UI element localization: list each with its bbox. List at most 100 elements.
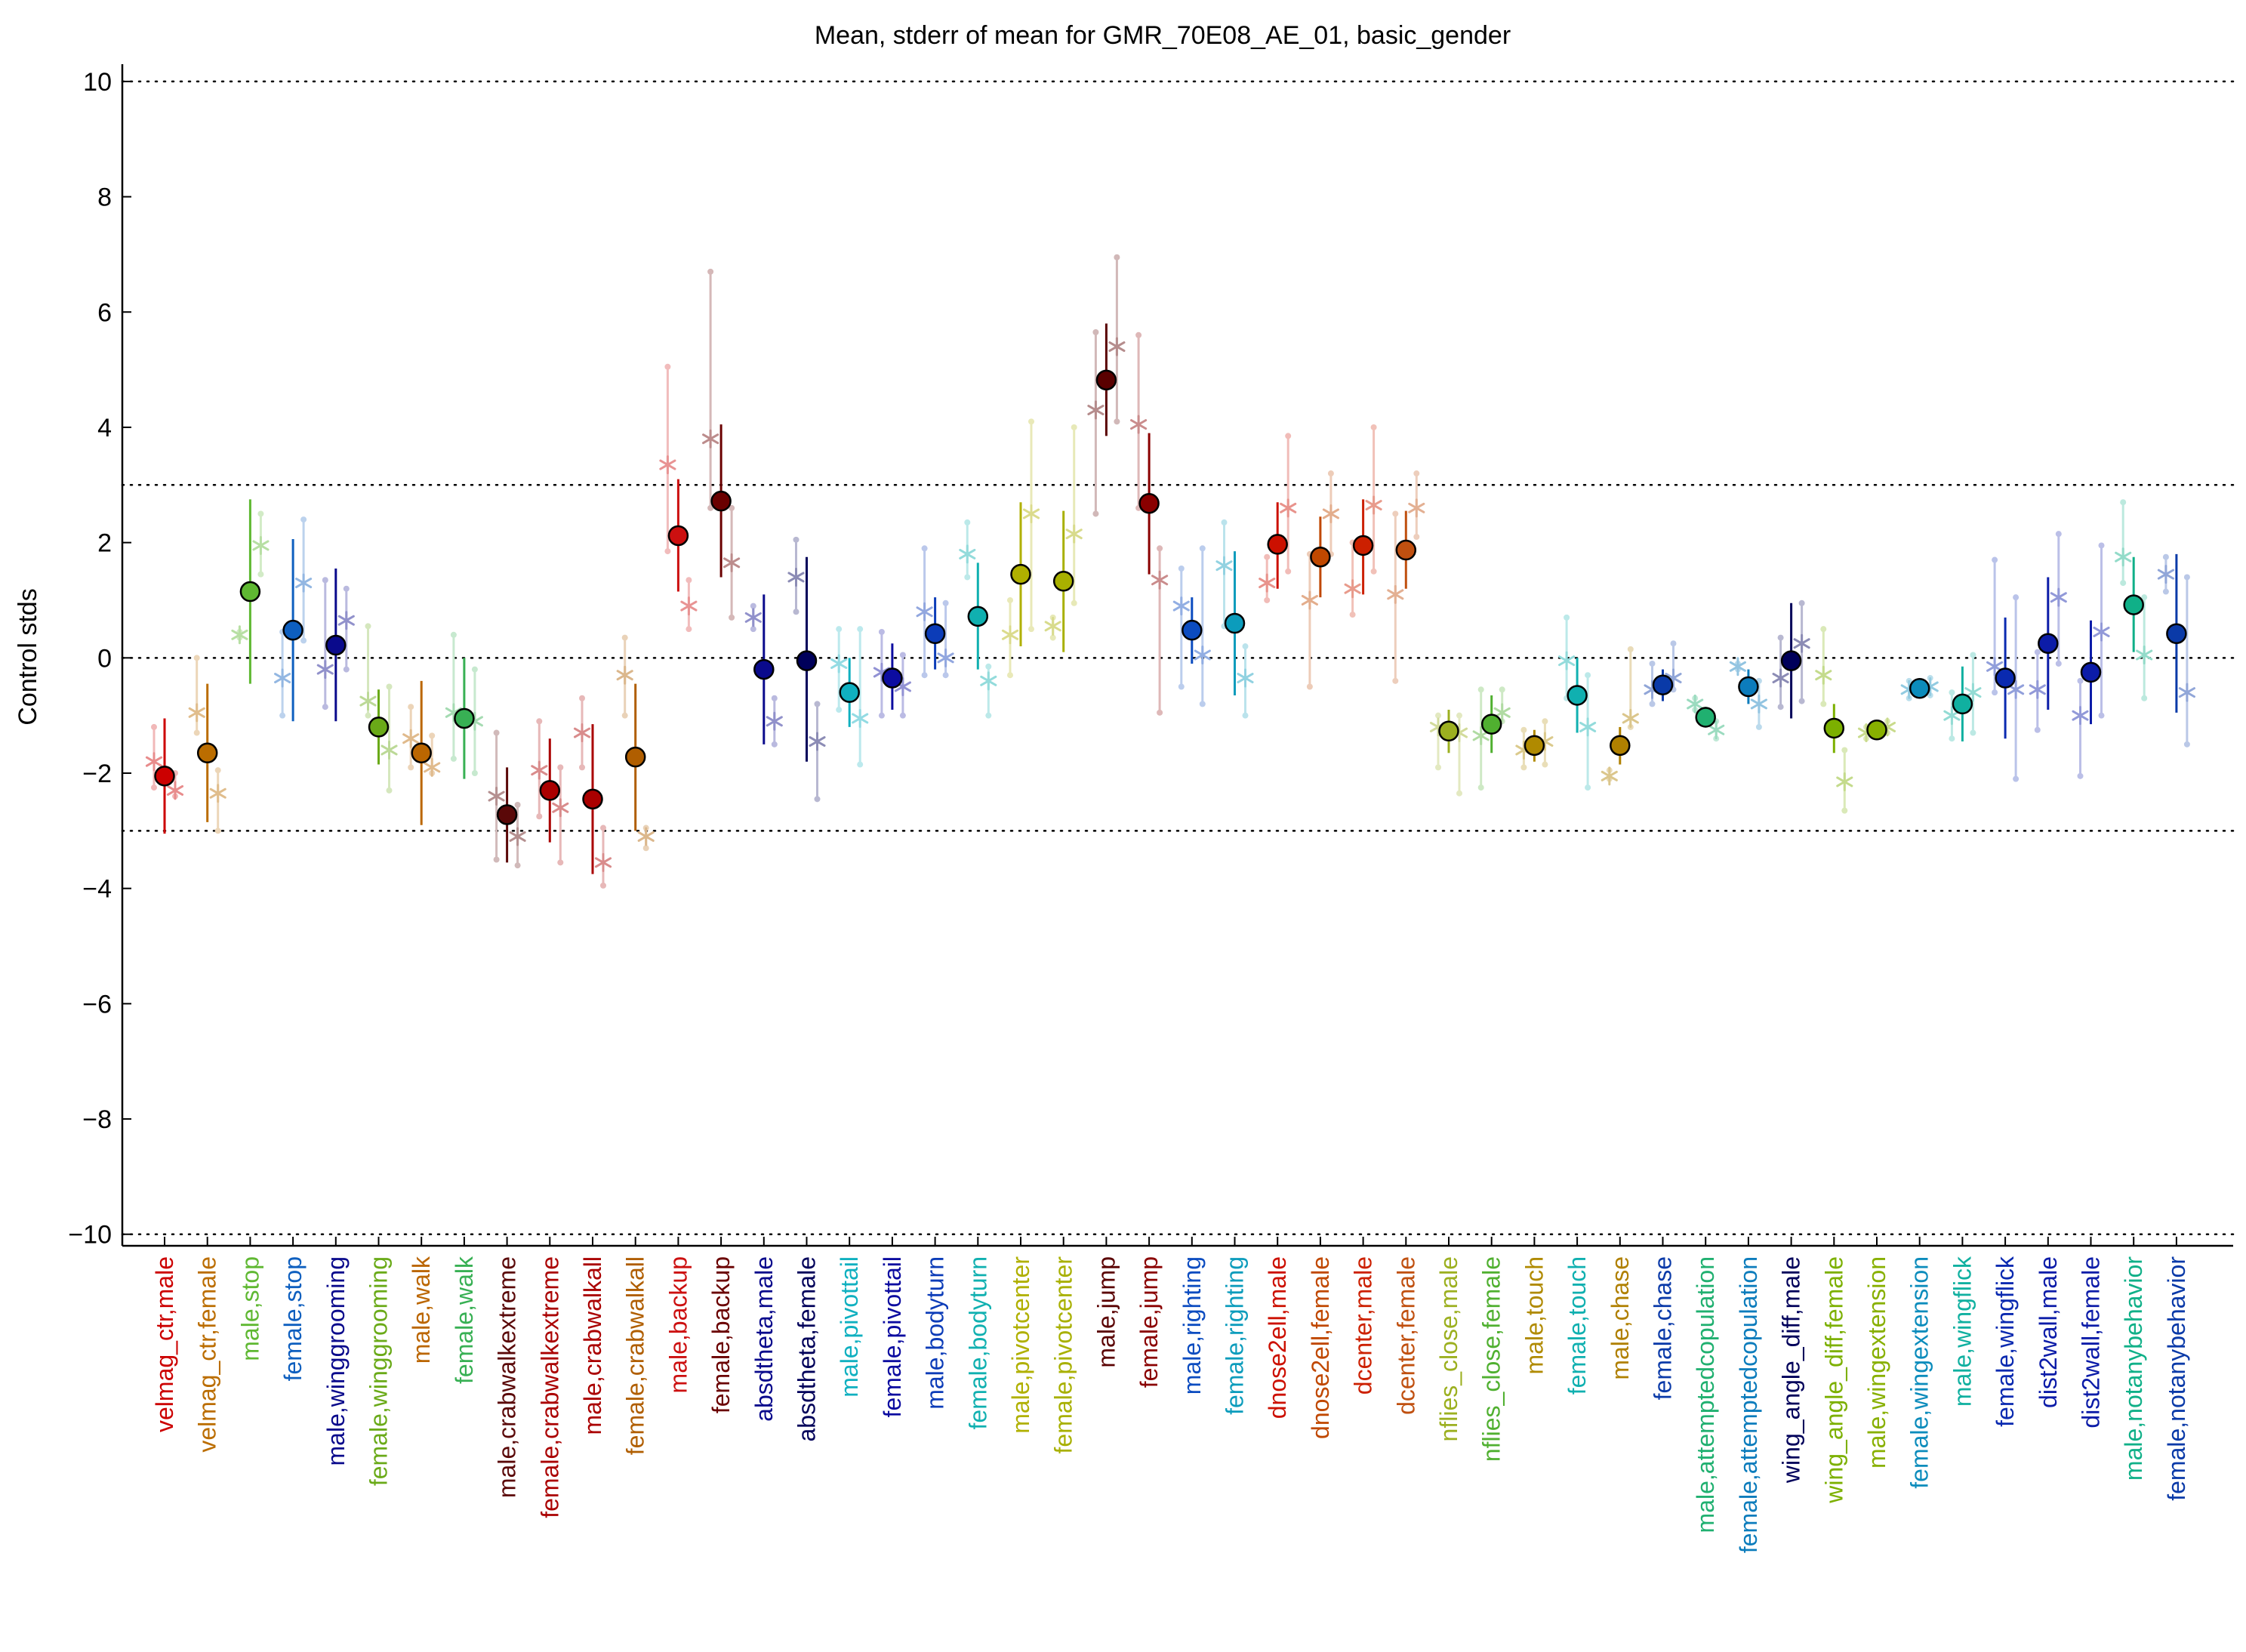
category-group bbox=[1172, 545, 1211, 707]
x-tick-label: female,crabwalkall bbox=[622, 1256, 649, 1455]
category-group bbox=[1815, 626, 1853, 814]
y-tick-label: −4 bbox=[82, 875, 112, 904]
x-tick-label: female,crabwalkextreme bbox=[536, 1256, 563, 1518]
chart-title: Mean, stderr of mean for GMR_70E08_AE_01… bbox=[815, 21, 1511, 50]
replicate-errorbar-end bbox=[750, 626, 756, 633]
replicate-errorbar-end bbox=[1435, 712, 1441, 719]
replicate-errorbar-end bbox=[1285, 433, 1292, 439]
plot-frame bbox=[121, 64, 2233, 1247]
x-tick-label: male,attemptedcopulation bbox=[1692, 1256, 1719, 1533]
replicate-errorbar-end bbox=[899, 712, 906, 719]
replicate-errorbar-end bbox=[343, 585, 350, 592]
mean-point bbox=[924, 623, 946, 645]
mean-point bbox=[753, 658, 775, 680]
replicate-asterisk bbox=[1601, 766, 1618, 786]
replicate-errorbar-end bbox=[707, 504, 714, 511]
category-group bbox=[274, 516, 313, 722]
replicate-asterisk bbox=[231, 625, 248, 645]
x-tick-label: nflies_close,female bbox=[1478, 1256, 1505, 1462]
replicate-errorbar-end bbox=[878, 628, 885, 635]
replicate-asterisk bbox=[1322, 504, 1339, 523]
replicate-asterisk bbox=[1301, 590, 1318, 610]
replicate-asterisk bbox=[1108, 337, 1126, 356]
replicate-errorbar-end bbox=[493, 729, 500, 736]
category-group bbox=[1259, 433, 1297, 603]
replicate-errorbar-end bbox=[1542, 718, 1548, 725]
replicate-errorbar-end bbox=[1242, 712, 1249, 719]
category-group bbox=[1644, 640, 1682, 707]
replicate-asterisk bbox=[1750, 694, 1767, 714]
y-tick-label: 0 bbox=[97, 644, 112, 673]
replicate-asterisk bbox=[766, 711, 783, 731]
mean-point bbox=[1010, 563, 1031, 585]
category-group bbox=[1130, 331, 1169, 716]
x-tick-label: male,backup bbox=[664, 1256, 692, 1393]
category-group bbox=[1900, 675, 1939, 701]
replicate-errorbar-end bbox=[836, 707, 843, 714]
replicate-errorbar-end bbox=[1477, 686, 1484, 693]
x-tick-label: female,chase bbox=[1650, 1256, 1677, 1400]
replicate-errorbar-end bbox=[1071, 599, 1077, 606]
mean-point bbox=[967, 606, 989, 627]
mean-point bbox=[2123, 594, 2144, 615]
x-tick-label: absdtheta,female bbox=[793, 1256, 821, 1442]
replicate-errorbar-end bbox=[771, 695, 778, 701]
category-group bbox=[1044, 424, 1083, 652]
replicate-errorbar-end bbox=[1392, 510, 1399, 517]
replicate-errorbar-end bbox=[600, 882, 606, 889]
replicate-errorbar-end bbox=[1114, 254, 1120, 260]
mean-point bbox=[839, 682, 860, 703]
replicate-errorbar-end bbox=[2141, 594, 2148, 601]
replicate-asterisk bbox=[2115, 547, 2132, 567]
x-tick-label: female,jump bbox=[1135, 1256, 1163, 1388]
replicate-errorbar-end bbox=[1477, 784, 1484, 791]
y-tick-label: 2 bbox=[97, 529, 112, 558]
replicate-errorbar-end bbox=[300, 637, 307, 644]
x-tick-label: male,stop bbox=[236, 1256, 263, 1361]
replicate-asterisk bbox=[1687, 694, 1704, 714]
y-tick-label: −8 bbox=[82, 1105, 112, 1134]
x-tick-label: dist2wall,male bbox=[2035, 1256, 2062, 1408]
replicate-errorbar-end bbox=[1028, 418, 1034, 425]
replicate-asterisk bbox=[424, 757, 441, 777]
category-group bbox=[1344, 424, 1382, 618]
replicate-errorbar-end bbox=[2013, 594, 2020, 601]
replicate-errorbar-end bbox=[1178, 683, 1185, 690]
replicate-asterisk bbox=[1344, 579, 1361, 599]
category-group bbox=[231, 499, 270, 684]
replicate-errorbar-end bbox=[921, 672, 928, 679]
mean-point bbox=[2080, 661, 2102, 683]
replicate-errorbar-end bbox=[729, 504, 735, 511]
replicate-asterisk bbox=[637, 827, 655, 846]
replicate-asterisk bbox=[1793, 633, 1810, 653]
x-tick-label: male,crabwalkall bbox=[579, 1256, 606, 1435]
x-tick-label: female,stop bbox=[279, 1256, 307, 1381]
x-tick-label: female,notanybehavior bbox=[2163, 1256, 2190, 1501]
replicate-asterisk bbox=[1558, 651, 1576, 670]
category-group bbox=[2072, 542, 2110, 779]
x-tick-label: male,pivotcenter bbox=[1007, 1256, 1034, 1434]
mean-point bbox=[196, 742, 218, 764]
replicate-errorbar-end bbox=[1157, 545, 1163, 552]
replicate-asterisk bbox=[488, 787, 505, 806]
replicate-errorbar-end bbox=[793, 536, 800, 543]
replicate-asterisk bbox=[1986, 657, 2004, 677]
category-group bbox=[445, 631, 483, 779]
x-tick-label: female,touch bbox=[1564, 1256, 1591, 1395]
x-tick-label: female,winggrooming bbox=[365, 1256, 393, 1486]
category-group bbox=[2029, 531, 2067, 733]
replicate-asterisk bbox=[723, 553, 741, 572]
category-group bbox=[787, 536, 826, 803]
replicate-errorbar-end bbox=[2055, 531, 2062, 538]
x-tick-label: velmag_ctr,female bbox=[194, 1256, 221, 1453]
category-group bbox=[1986, 556, 2025, 782]
replicate-errorbar-end bbox=[642, 845, 649, 852]
mean-point bbox=[1182, 619, 1203, 641]
category-group bbox=[1515, 718, 1554, 771]
replicate-errorbar-end bbox=[1798, 698, 1805, 704]
replicate-asterisk bbox=[937, 648, 954, 667]
replicate-errorbar-end bbox=[1392, 677, 1399, 684]
category-group bbox=[402, 680, 441, 825]
replicate-asterisk bbox=[1215, 556, 1233, 575]
